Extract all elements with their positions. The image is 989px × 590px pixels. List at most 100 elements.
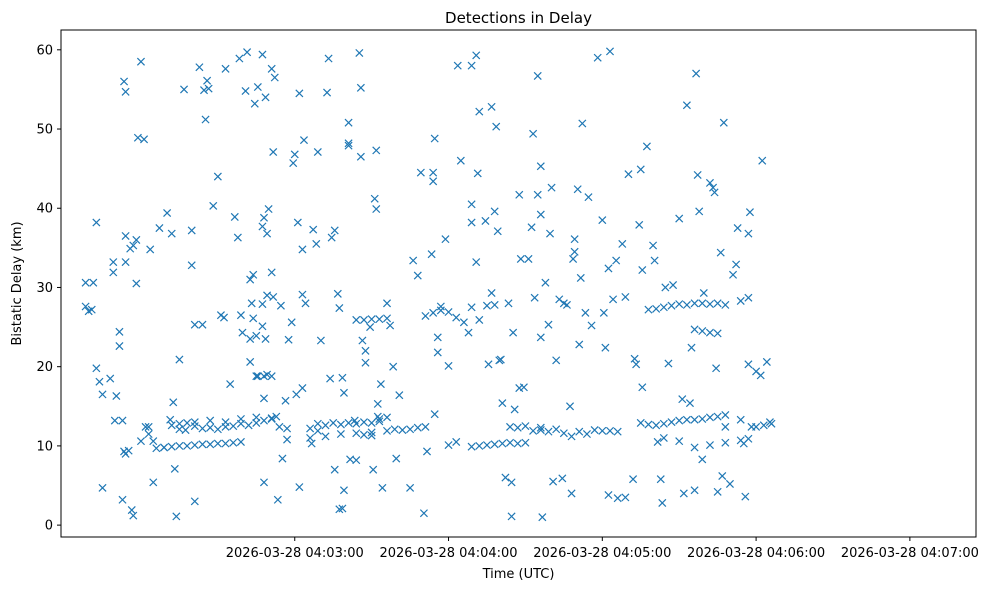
- data-point: [573, 185, 582, 194]
- data-point: [575, 340, 584, 349]
- y-tick-label: 10: [36, 439, 53, 454]
- data-point: [258, 222, 267, 231]
- data-point: [613, 427, 622, 436]
- data-point: [758, 156, 767, 165]
- data-point: [609, 295, 618, 304]
- data-point: [378, 483, 387, 492]
- data-point: [406, 483, 415, 492]
- data-point: [219, 313, 229, 322]
- data-point: [372, 205, 381, 214]
- data-point: [427, 250, 436, 259]
- data-point: [344, 139, 353, 148]
- y-tick-label: 50: [36, 123, 53, 138]
- data-point: [118, 495, 127, 504]
- y-tick-label: 60: [36, 43, 53, 58]
- data-point: [513, 423, 522, 432]
- data-point: [559, 429, 568, 438]
- data-point: [741, 492, 750, 501]
- data-point: [209, 201, 218, 210]
- data-point: [475, 441, 484, 450]
- data-point: [263, 291, 272, 300]
- data-point: [756, 371, 765, 380]
- data-point: [382, 426, 392, 435]
- data-point: [690, 415, 699, 424]
- data-point: [121, 231, 130, 240]
- data-point: [482, 301, 491, 310]
- data-point: [376, 380, 385, 389]
- data-point: [356, 83, 365, 92]
- data-point: [644, 305, 653, 314]
- data-point: [490, 440, 499, 449]
- data-point: [267, 64, 276, 73]
- data-point: [541, 278, 550, 287]
- data-point: [167, 229, 176, 238]
- data-point: [618, 239, 627, 248]
- data-point: [236, 414, 245, 423]
- data-point: [549, 477, 558, 486]
- data-point: [638, 383, 647, 392]
- data-point: [675, 214, 684, 223]
- data-point: [144, 429, 153, 439]
- data-point: [199, 86, 209, 95]
- data-point: [593, 53, 602, 62]
- data-point: [321, 421, 330, 430]
- data-point: [121, 87, 130, 96]
- data-point: [467, 61, 476, 70]
- data-point: [167, 421, 176, 430]
- data-point: [718, 471, 727, 481]
- data-point: [682, 300, 691, 309]
- data-point: [705, 300, 714, 309]
- data-point: [124, 446, 133, 455]
- data-point: [213, 172, 222, 181]
- data-point: [544, 320, 553, 329]
- data-point: [659, 419, 668, 428]
- chart-title: Detections in Delay: [445, 9, 592, 27]
- data-point: [507, 478, 516, 487]
- data-point: [269, 292, 278, 301]
- data-point: [129, 241, 138, 250]
- data-point: [529, 129, 538, 138]
- data-point: [355, 48, 364, 57]
- data-point: [473, 169, 482, 178]
- data-point: [226, 380, 235, 389]
- data-point: [629, 475, 638, 484]
- data-point: [298, 290, 307, 299]
- data-point: [118, 416, 127, 425]
- data-point: [744, 360, 753, 369]
- data-point: [382, 413, 392, 422]
- data-point: [175, 441, 184, 450]
- data-point: [203, 76, 212, 85]
- data-point: [562, 300, 571, 309]
- data-point: [719, 118, 728, 127]
- data-point: [198, 424, 207, 433]
- y-tick-label: 40: [36, 202, 53, 217]
- data-point: [406, 425, 415, 434]
- data-point: [221, 64, 230, 73]
- data-point: [558, 474, 567, 483]
- data-point: [206, 423, 215, 432]
- data-point: [275, 422, 284, 431]
- data-point: [236, 437, 245, 446]
- data-point: [713, 299, 722, 308]
- data-point: [506, 438, 515, 447]
- data-point: [430, 410, 439, 419]
- data-point: [206, 440, 215, 449]
- data-point: [475, 107, 484, 116]
- data-point: [258, 300, 267, 309]
- data-point: [326, 374, 335, 383]
- data-point: [287, 318, 296, 327]
- data-point: [136, 437, 145, 446]
- data-point: [121, 258, 130, 267]
- data-point: [129, 511, 138, 520]
- data-point: [698, 414, 707, 423]
- data-point: [721, 422, 730, 431]
- data-point: [270, 73, 279, 82]
- data-point: [293, 218, 302, 227]
- data-point: [705, 413, 714, 422]
- data-point: [698, 299, 707, 308]
- data-point: [695, 207, 704, 216]
- data-point: [569, 254, 578, 263]
- data-point: [536, 423, 545, 432]
- data-point: [422, 447, 432, 456]
